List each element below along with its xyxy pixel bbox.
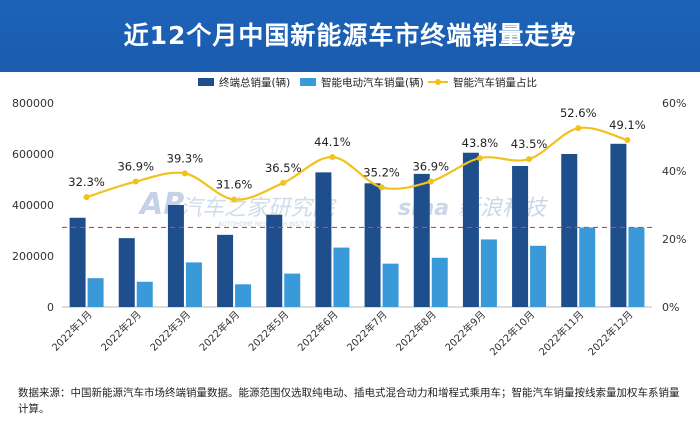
x-axis-tick-label: 2022年7月 bbox=[344, 308, 390, 354]
share-point bbox=[427, 178, 434, 185]
legend-share-label: 智能汽车销量占比 bbox=[453, 76, 537, 89]
x-axis-tick-label: 2022年9月 bbox=[442, 308, 488, 354]
bar-total-sales bbox=[561, 154, 578, 307]
legend-smart-ev-sales-swatch bbox=[300, 78, 316, 86]
share-point bbox=[329, 154, 336, 161]
bar-total-sales bbox=[217, 234, 234, 307]
share-point bbox=[526, 156, 533, 163]
right-axis-tick-label: 60% bbox=[662, 97, 686, 110]
x-axis-tick-label: 2022年12月 bbox=[585, 308, 635, 358]
legend-smart-ev-sales-label: 智能电动汽车销量(辆) bbox=[321, 76, 424, 89]
bar-smart-ev-sales bbox=[136, 281, 153, 307]
bar-smart-ev-sales bbox=[284, 273, 301, 307]
left-axis-tick-label: 800000 bbox=[12, 97, 54, 110]
chart-title: 近12个月中国新能源车市终端销量走势 bbox=[123, 21, 577, 50]
share-point bbox=[280, 179, 287, 186]
share-data-label: 43.8% bbox=[462, 136, 499, 150]
bar-smart-ev-sales bbox=[530, 245, 547, 307]
share-data-label: 49.1% bbox=[609, 118, 646, 132]
left-axis-tick-label: 400000 bbox=[12, 199, 54, 212]
bar-total-sales bbox=[413, 173, 430, 307]
share-data-label: 44.1% bbox=[314, 135, 351, 149]
share-point bbox=[624, 137, 631, 144]
bar-total-sales bbox=[167, 205, 184, 307]
bar-total-sales bbox=[512, 165, 529, 307]
bar-smart-ev-sales bbox=[333, 247, 350, 307]
x-axis-tick-label: 2022年2月 bbox=[98, 308, 144, 354]
x-axis-tick-label: 2022年11月 bbox=[536, 308, 586, 358]
x-axis-tick-label: 2022年4月 bbox=[196, 308, 242, 354]
share-point bbox=[476, 155, 483, 162]
share-point bbox=[378, 184, 385, 191]
bar-total-sales bbox=[364, 183, 381, 307]
x-axis-tick-label: 2022年6月 bbox=[295, 308, 341, 354]
x-axis-tick-label: 2022年3月 bbox=[147, 308, 193, 354]
bar-smart-ev-sales bbox=[431, 257, 448, 307]
share-data-label: 43.5% bbox=[511, 137, 548, 151]
right-axis-tick-label: 40% bbox=[662, 165, 686, 178]
bar-smart-ev-sales bbox=[480, 239, 497, 307]
bar-smart-ev-sales bbox=[628, 227, 645, 307]
bar-smart-ev-sales bbox=[382, 263, 399, 307]
share-data-label: 39.3% bbox=[167, 151, 204, 165]
legend-share-marker bbox=[435, 79, 441, 85]
bar-total-sales bbox=[266, 214, 283, 307]
share-point bbox=[83, 194, 90, 201]
bar-total-sales bbox=[315, 172, 332, 307]
share-point bbox=[575, 125, 582, 132]
share-data-label: 36.9% bbox=[117, 160, 154, 174]
autohome-watermark: 汽车之家研究院 bbox=[180, 196, 337, 221]
legend-total-sales-swatch bbox=[198, 78, 214, 86]
bar-total-sales bbox=[118, 238, 135, 307]
bar-total-sales bbox=[462, 152, 479, 307]
left-axis-tick-label: 600000 bbox=[12, 148, 54, 161]
share-data-label: 31.6% bbox=[216, 178, 253, 192]
footnote: 数据来源：中国新能源汽车市场终端销量数据。能源范围仅选取纯电动、插电式混合动力和… bbox=[18, 387, 680, 415]
share-data-label: 36.5% bbox=[265, 161, 302, 175]
share-data-label: 36.9% bbox=[412, 160, 449, 174]
right-axis-tick-label: 0% bbox=[662, 301, 679, 314]
title-banner: 近12个月中国新能源车市终端销量走势 bbox=[0, 0, 700, 72]
x-axis-tick-label: 2022年8月 bbox=[393, 308, 439, 354]
legend-total-sales-label: 终端总销量(辆) bbox=[219, 76, 290, 89]
share-point bbox=[181, 170, 188, 177]
bar-smart-ev-sales bbox=[87, 278, 104, 307]
x-axis-tick-label: 2022年5月 bbox=[246, 308, 292, 354]
bar-total-sales bbox=[69, 217, 86, 307]
share-data-label: 35.2% bbox=[363, 165, 400, 179]
share-point bbox=[231, 196, 238, 203]
bar-smart-ev-sales bbox=[235, 284, 252, 307]
share-point bbox=[132, 178, 139, 185]
bar-total-sales bbox=[610, 143, 627, 307]
share-data-label: 52.6% bbox=[560, 106, 597, 120]
right-axis-tick-label: 20% bbox=[662, 233, 686, 246]
left-axis-tick-label: 200000 bbox=[12, 250, 54, 263]
share-line bbox=[86, 126, 628, 201]
share-data-label: 32.3% bbox=[68, 175, 105, 189]
bar-smart-ev-sales bbox=[185, 262, 202, 307]
bar-smart-ev-sales bbox=[579, 227, 596, 307]
x-axis-tick-label: 2022年10月 bbox=[487, 308, 537, 358]
x-axis-tick-label: 2022年1月 bbox=[49, 308, 95, 354]
left-axis-tick-label: 0 bbox=[47, 301, 54, 314]
